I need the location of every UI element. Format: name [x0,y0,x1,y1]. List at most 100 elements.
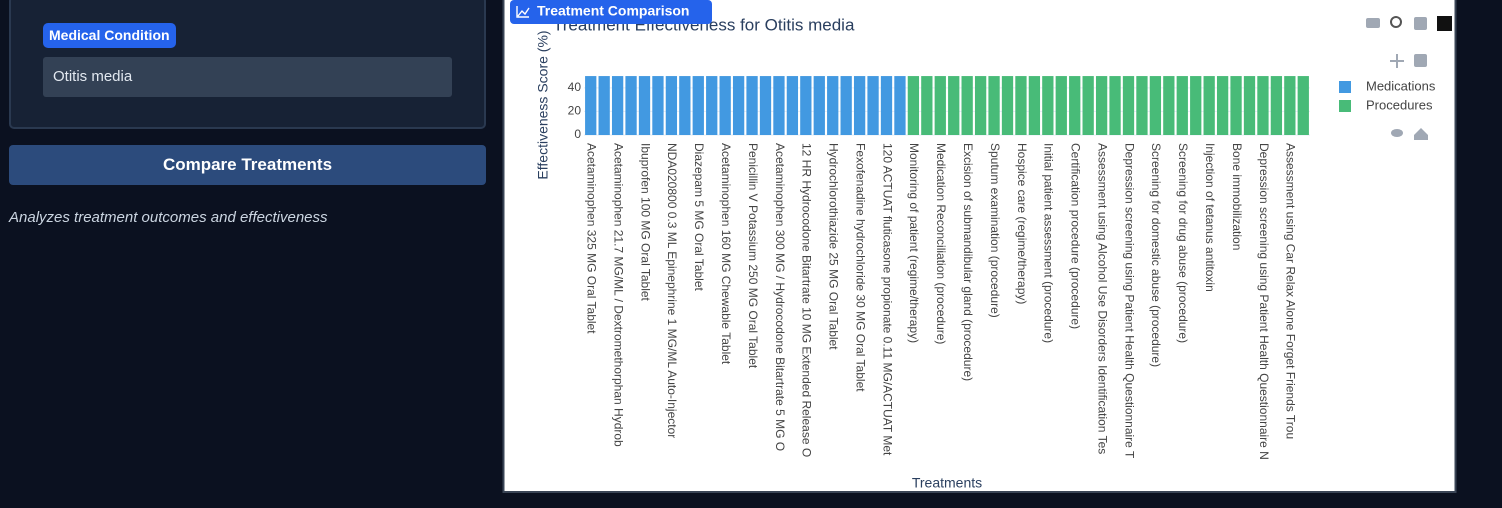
bar [894,76,906,135]
x-tick-label: Diazepam 5 MG Oral Tablet [692,143,706,292]
bar [1082,76,1094,135]
x-tick-label: Assessment using Car Relax Alone Forget … [1284,143,1298,439]
zoom-in-icon[interactable] [1414,17,1427,30]
condition-input[interactable]: Otitis media [43,57,452,97]
zoom-out-icon[interactable] [1414,54,1427,67]
bar [1149,76,1162,135]
panel-tab[interactable] [510,0,712,24]
x-tick-label: Bone immobilization [1230,143,1244,250]
x-tick-label: Medication Reconciliation (procedure) [934,143,948,344]
bar [611,76,624,135]
bar [1122,76,1135,135]
hover-icon[interactable] [1391,129,1403,137]
bar [1270,76,1283,135]
bar [1176,76,1188,135]
bar [840,76,852,135]
x-tick-label: 12 HR Hydrocodone Bitartrate 10 MG Exten… [800,143,814,457]
legend-swatch [1339,100,1351,112]
bar [948,76,960,135]
x-tick-label: Depression screening using Patient Healt… [1257,143,1271,460]
x-tick-label: Certification procedure (procedure) [1069,143,1083,329]
x-tick-label: Ibuprofen 100 MG Oral Tablet [638,143,652,302]
bar [1216,76,1229,135]
x-tick-label: Screening for drug abuse (procedure) [1176,143,1190,343]
bar [585,76,597,135]
tab-icon [516,6,530,18]
bar [652,76,664,135]
bar [1069,76,1081,135]
bar [1297,76,1309,135]
camera-icon[interactable] [1366,18,1380,28]
bar [1001,76,1014,135]
bar [1190,76,1202,135]
bar [598,76,610,135]
bar [1284,76,1296,135]
x-tick-label: Assessment using Alcohol Use Disorders I… [1095,143,1109,454]
x-tick-label: Acetaminophen 160 MG Chewable Tablet [719,143,733,365]
bar [1230,76,1242,135]
bar [934,76,946,135]
legend-label: Medications [1366,78,1436,93]
bar [880,76,893,135]
bar [1257,76,1269,135]
bar [706,76,718,135]
bar [1163,76,1175,135]
bar [746,76,758,135]
tab-title: Treatment Comparison [537,3,689,19]
zoom-icon[interactable] [1390,16,1402,28]
legend-swatch [1339,81,1351,93]
x-tick-label: Penicillin V Potassium 250 MG Oral Table… [746,143,760,369]
bar [732,76,745,135]
bar [907,76,920,135]
x-tick-label: Screening for domestic abuse (procedure) [1149,143,1163,367]
bar [719,76,731,135]
compare-button[interactable]: Compare Treatments [9,145,486,185]
x-tick-label: Excision of submandibular gland (procedu… [961,143,975,381]
bar [974,76,987,135]
y-axis-title: Effectiveness Score (%) [535,30,551,179]
bar [827,76,839,135]
bar [1028,76,1041,135]
y-tick-label: 20 [568,104,582,118]
bar [867,76,879,135]
y-tick-label: 40 [568,80,582,94]
x-tick-label: Monitoring of patient (regime/therapy) [907,143,921,343]
modebar [1366,16,1452,140]
x-tick-label: Initial patient assessment (procedure) [1042,143,1056,343]
bar [759,76,772,135]
x-tick-label: 120 ACTUAT fluticasone propionate 0.11 M… [880,143,894,456]
x-tick-label: Acetaminophen 300 MG / Hydrocodone Bitar… [773,143,787,451]
bar [813,76,825,135]
bar [665,76,678,135]
bar [1042,76,1054,135]
bar [961,76,973,135]
x-tick-label: Depression screening using Patient Healt… [1122,143,1136,459]
bar [638,76,651,135]
bar [679,76,691,135]
bar [1243,76,1256,135]
x-tick-label: Acetaminophen 325 MG Oral Tablet [585,143,599,334]
x-tick-label: NDA020800 0.3 ML Epinephrine 1 MG/ML Aut… [665,143,679,438]
bar [853,76,866,135]
bar [1203,76,1215,135]
bar [988,76,1000,135]
x-tick-label: Sputum examination (procedure) [988,143,1002,318]
bar [786,76,799,135]
x-tick-label: Hydrochlorothiazide 25 MG Oral Tablet [827,143,841,350]
bar [1055,76,1067,135]
y-tick-label: 0 [574,127,581,141]
bar [625,76,637,135]
x-axis-title: Treatments [912,475,982,491]
home-icon[interactable] [1414,128,1428,140]
bar [921,76,933,135]
plotly-logo[interactable] [1437,16,1452,31]
bar [1095,76,1108,135]
x-tick-label: Acetaminophen 21.7 MG/ML / Dextromethorp… [611,143,625,447]
bar [800,76,812,135]
caption: Analyzes treatment outcomes and effectiv… [9,209,328,226]
bar [1136,76,1148,135]
pan-icon[interactable] [1390,54,1404,68]
bar [1109,76,1121,135]
